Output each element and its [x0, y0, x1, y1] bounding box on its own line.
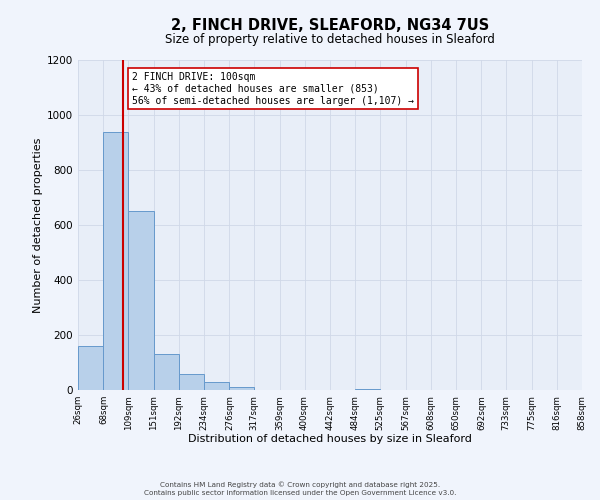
- Text: 2 FINCH DRIVE: 100sqm
← 43% of detached houses are smaller (853)
56% of semi-det: 2 FINCH DRIVE: 100sqm ← 43% of detached …: [132, 72, 414, 106]
- Text: Contains HM Land Registry data © Crown copyright and database right 2025.: Contains HM Land Registry data © Crown c…: [160, 481, 440, 488]
- Text: Contains public sector information licensed under the Open Government Licence v3: Contains public sector information licen…: [144, 490, 456, 496]
- Bar: [78, 346, 103, 390]
- Bar: [204, 382, 229, 390]
- Bar: [229, 386, 254, 390]
- Y-axis label: Number of detached properties: Number of detached properties: [33, 138, 43, 312]
- Bar: [103, 132, 128, 390]
- Bar: [128, 211, 154, 390]
- Bar: [179, 374, 204, 390]
- Text: Size of property relative to detached houses in Sleaford: Size of property relative to detached ho…: [165, 32, 495, 46]
- Bar: [355, 388, 380, 390]
- X-axis label: Distribution of detached houses by size in Sleaford: Distribution of detached houses by size …: [188, 434, 472, 444]
- Text: 2, FINCH DRIVE, SLEAFORD, NG34 7US: 2, FINCH DRIVE, SLEAFORD, NG34 7US: [171, 18, 489, 32]
- Bar: [154, 354, 179, 390]
